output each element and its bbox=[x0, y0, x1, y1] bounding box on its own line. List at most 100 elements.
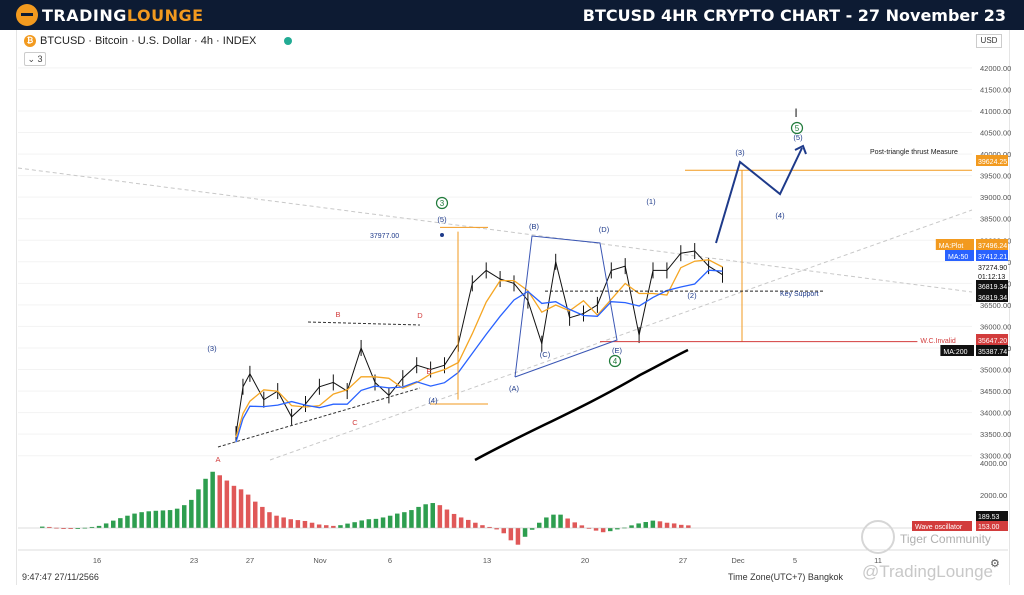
currency-button[interactable]: USD bbox=[976, 34, 1002, 48]
chart-frame[interactable] bbox=[16, 30, 1010, 585]
oscillator-bar bbox=[125, 515, 130, 528]
indicator-collapse-button[interactable]: ⌄ 3 bbox=[24, 52, 46, 66]
price-tag-text: 35387.74 bbox=[978, 349, 1007, 356]
oscillator-bar bbox=[167, 510, 173, 528]
oscillator-bar bbox=[288, 519, 293, 528]
oscillator-bar bbox=[395, 513, 400, 528]
gear-icon[interactable]: ⚙ bbox=[990, 558, 1000, 570]
wave-circle-label: 3 bbox=[440, 199, 445, 208]
y-tick-label: 33500.00 bbox=[980, 430, 1011, 439]
wave-label: (E) bbox=[612, 346, 623, 355]
oscillator-bar bbox=[551, 514, 556, 528]
oscillator-bar bbox=[309, 522, 315, 528]
oscillator-bar bbox=[345, 523, 350, 528]
oscillator-bar bbox=[203, 478, 208, 528]
wave-label: (A) bbox=[509, 384, 520, 393]
price-tag-text: 35647.20 bbox=[978, 338, 1007, 345]
price-tag-label-bg bbox=[917, 334, 974, 345]
price-tag-label-bg bbox=[945, 250, 974, 261]
oscillator-bar bbox=[416, 506, 421, 528]
wave-label: (C) bbox=[540, 350, 551, 359]
oscillator-bar bbox=[515, 528, 521, 545]
price-tag bbox=[976, 345, 1008, 356]
oscillator-bar bbox=[501, 528, 506, 534]
price-tag-label: MA:50 bbox=[948, 254, 968, 261]
osc-title-tag bbox=[912, 521, 972, 531]
oscillator-bar bbox=[615, 528, 620, 530]
footer-time: 9:47:47 27/11/2566 bbox=[22, 572, 99, 582]
wave-label: D bbox=[417, 311, 423, 320]
price-tag-text: 39624.25 bbox=[978, 159, 1007, 166]
oscillator-bar bbox=[508, 528, 514, 541]
projection-arrow-icon bbox=[794, 144, 807, 155]
oscillator-bar bbox=[466, 519, 471, 528]
key-support-label: Key Support bbox=[780, 291, 819, 298]
oscillator-bar bbox=[586, 527, 592, 529]
oscillator-bar bbox=[118, 518, 123, 528]
price-tag-label: MA:200 bbox=[943, 349, 967, 356]
oscillator-bar bbox=[267, 512, 272, 528]
y-tick-label: 35000.00 bbox=[980, 366, 1011, 375]
oscillator-bar bbox=[402, 512, 407, 528]
wave-label: (2) bbox=[687, 291, 697, 300]
y-tick-label: 39000.00 bbox=[980, 193, 1011, 202]
oscillator-bar bbox=[480, 525, 485, 528]
oscillator-bar bbox=[359, 520, 364, 528]
price-tag bbox=[976, 270, 1008, 281]
oscillator-bar bbox=[380, 517, 386, 528]
oscillator-bar bbox=[324, 525, 329, 528]
wave-label: (3) bbox=[207, 344, 217, 353]
price-marker-icon bbox=[440, 233, 444, 237]
projection-path bbox=[715, 147, 803, 244]
x-tick-label: 20 bbox=[581, 556, 589, 565]
market-status-icon bbox=[284, 37, 292, 45]
oscillator-bar bbox=[664, 522, 670, 528]
brand-logo-icon bbox=[16, 4, 38, 26]
oscillator-bar bbox=[537, 522, 542, 528]
oscillator-bar bbox=[600, 528, 606, 533]
wave-label: (B) bbox=[529, 222, 540, 231]
oscillator-bar bbox=[61, 528, 66, 529]
osc-title: Wave oscillator bbox=[915, 524, 963, 531]
price-tag bbox=[976, 261, 1008, 272]
wave-circle-label: 5 bbox=[795, 124, 800, 133]
oscillator-bar bbox=[182, 505, 187, 528]
oscillator-bar bbox=[423, 504, 428, 528]
price-tag bbox=[976, 239, 1008, 250]
oscillator-bar bbox=[96, 525, 102, 528]
wave-label: (3) bbox=[735, 148, 745, 157]
y-tick-label: 34500.00 bbox=[980, 387, 1011, 396]
wave-circle-label: 4 bbox=[613, 357, 618, 366]
oscillator-bar bbox=[572, 522, 577, 528]
x-tick-label: Dec bbox=[731, 556, 745, 565]
x-tick-label: 5 bbox=[793, 556, 797, 565]
oscillator-bar bbox=[671, 523, 677, 528]
osc-value-tag2 bbox=[976, 521, 1008, 531]
symbol-title[interactable]: BTCUSD · Bitcoin · U.S. Dollar · 4h · IN… bbox=[40, 35, 257, 47]
oscillator-bar bbox=[636, 523, 641, 528]
oscillator-bar bbox=[210, 471, 215, 528]
y-tick-label: 42000.00 bbox=[980, 64, 1011, 73]
bitcoin-icon: ₿ bbox=[24, 35, 36, 47]
wave-label: (5) bbox=[793, 133, 803, 142]
oscillator-bar bbox=[146, 511, 151, 528]
oscillator-bar bbox=[260, 506, 265, 528]
y-tick-label: 33000.00 bbox=[980, 452, 1011, 461]
oscillator-bar bbox=[473, 522, 478, 528]
header-bar: TRADINGLOUNGE BTCUSD 4HR CRYPTO CHART - … bbox=[0, 0, 1024, 30]
chart-headline: BTCUSD 4HR CRYPTO CHART - 27 November 23 bbox=[582, 6, 1006, 25]
oscillator-bar bbox=[366, 519, 372, 528]
oscillator-bar bbox=[409, 510, 414, 528]
timezone-label[interactable]: Time Zone(UTC+7) Bangkok bbox=[728, 572, 843, 582]
price-tag-label-bg bbox=[935, 239, 974, 250]
wave-label: B bbox=[335, 310, 340, 319]
wave-label: (1) bbox=[646, 197, 656, 206]
abcde-lower bbox=[217, 387, 421, 448]
oscillator-bar bbox=[103, 523, 109, 528]
oscillator-bar bbox=[686, 525, 691, 528]
x-tick-label: 23 bbox=[190, 556, 198, 565]
oscillator-bar bbox=[522, 528, 528, 537]
wave-label: (4) bbox=[428, 396, 438, 405]
ma50-line bbox=[235, 269, 723, 443]
